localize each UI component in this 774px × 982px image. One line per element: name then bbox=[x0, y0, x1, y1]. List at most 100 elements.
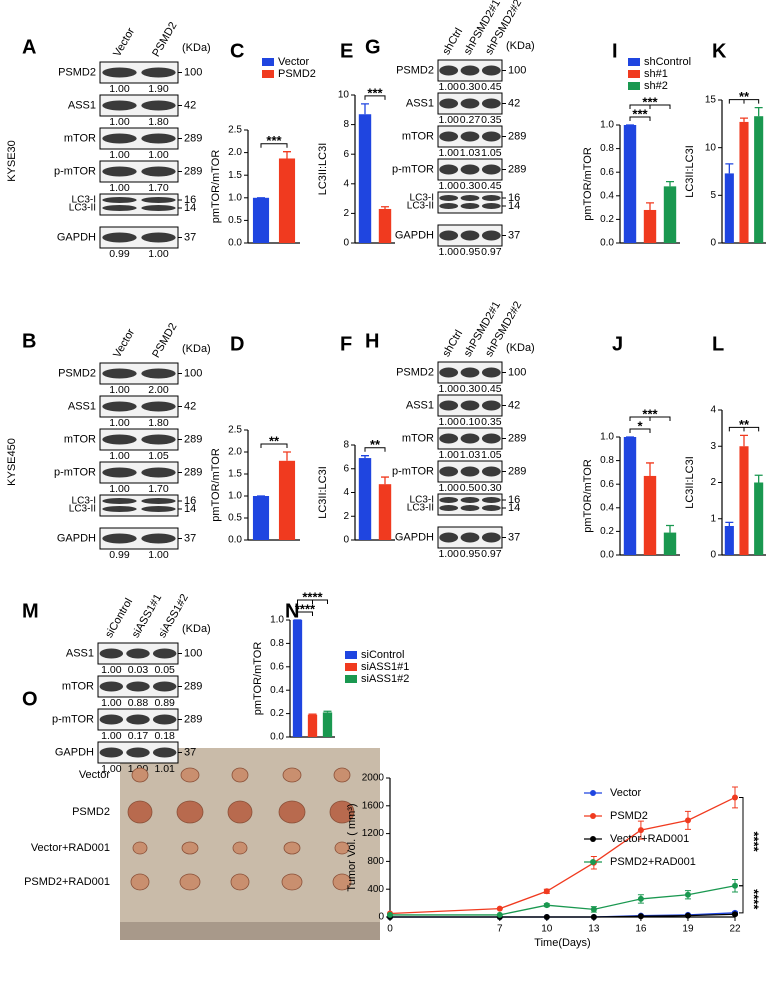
protein-label: ASS1 bbox=[406, 97, 434, 109]
tumor bbox=[130, 873, 150, 891]
band bbox=[141, 197, 176, 203]
group-label: PSMD2 bbox=[72, 806, 110, 818]
band bbox=[141, 498, 176, 504]
cell-line-label: KYSE450 bbox=[6, 438, 18, 486]
panel-label: H bbox=[365, 330, 379, 352]
quantification: 1.00 bbox=[148, 248, 169, 260]
panel-label: C bbox=[230, 40, 244, 62]
quantification: 0.18 bbox=[154, 730, 175, 742]
kda-label: 37 bbox=[508, 531, 520, 543]
data-point bbox=[637, 827, 644, 834]
y-axis-label: Tumor Vol. ( mm³) bbox=[346, 803, 358, 891]
significance-label: ** bbox=[370, 437, 381, 452]
legend-label: sh#2 bbox=[644, 80, 668, 92]
x-tick-label: 10 bbox=[541, 924, 553, 935]
quantification: 0.50 bbox=[460, 482, 481, 494]
y-tick-label: 2.5 bbox=[228, 425, 242, 436]
band bbox=[439, 433, 459, 444]
data-point bbox=[684, 817, 691, 824]
error-bar bbox=[283, 451, 291, 461]
x-tick-label: 16 bbox=[635, 924, 647, 935]
error-bar bbox=[381, 476, 389, 485]
bar bbox=[663, 532, 677, 555]
significance-label: * bbox=[637, 418, 643, 433]
band bbox=[99, 714, 124, 725]
kda-label: 100 bbox=[184, 66, 202, 78]
band bbox=[481, 497, 501, 503]
y-axis-label: pmTOR/mTOR bbox=[210, 448, 222, 522]
y-tick-label: 1.0 bbox=[600, 120, 614, 131]
quantification: 0.97 bbox=[481, 246, 502, 258]
bar bbox=[278, 460, 296, 540]
legend-swatch bbox=[262, 70, 274, 78]
quantification: 1.00 bbox=[101, 730, 122, 742]
y-tick-label: 0.5 bbox=[228, 513, 242, 524]
quantification: 1.01 bbox=[154, 763, 175, 775]
band bbox=[141, 506, 176, 512]
kda-label: 289 bbox=[184, 713, 202, 725]
x-axis-label: Time(Days) bbox=[534, 937, 590, 949]
quantification: 1.00 bbox=[109, 182, 130, 194]
y-tick-label: 10 bbox=[705, 142, 717, 153]
legend-marker bbox=[590, 859, 596, 865]
significance-bracket bbox=[629, 428, 651, 433]
bar bbox=[278, 158, 296, 243]
quantification: 0.97 bbox=[481, 548, 502, 560]
band bbox=[460, 65, 480, 76]
lane-label: Vector bbox=[111, 26, 137, 59]
y-axis-label: pmTOR/mTOR bbox=[252, 642, 264, 716]
kda-label: 14 bbox=[184, 503, 196, 515]
bar bbox=[643, 475, 657, 555]
tumor bbox=[332, 873, 352, 891]
significance-bracket bbox=[728, 99, 760, 104]
legend-label: Vector+RAD001 bbox=[610, 833, 689, 845]
kda-label: 42 bbox=[508, 399, 520, 411]
tumor bbox=[232, 841, 248, 855]
ruler bbox=[120, 922, 380, 940]
band bbox=[439, 65, 459, 76]
band bbox=[481, 532, 501, 543]
quantification: 1.00 bbox=[109, 384, 130, 396]
blot-frame bbox=[99, 193, 179, 216]
quantification: 1.00 bbox=[438, 416, 459, 428]
group-label: PSMD2+RAD001 bbox=[24, 876, 110, 888]
quantification: 0.35 bbox=[481, 416, 502, 428]
tumor bbox=[132, 841, 148, 855]
significance-bracket bbox=[364, 95, 386, 100]
data-point bbox=[732, 794, 738, 801]
y-tick-label: 3 bbox=[710, 441, 716, 452]
error-bar bbox=[361, 455, 369, 459]
panel-label: L bbox=[712, 333, 724, 355]
band bbox=[481, 164, 501, 175]
tumor bbox=[282, 767, 302, 783]
legend-label: siASS1#2 bbox=[361, 673, 409, 685]
significance-label: *** bbox=[642, 94, 658, 109]
y-tick-label: 8 bbox=[343, 440, 349, 451]
quantification: 1.00 bbox=[438, 383, 459, 395]
band bbox=[141, 368, 176, 379]
data-point bbox=[684, 891, 691, 898]
significance-bracket bbox=[739, 885, 744, 914]
x-tick-label: 7 bbox=[497, 924, 503, 935]
error-bar bbox=[308, 713, 317, 715]
quantification: 0.30 bbox=[481, 482, 502, 494]
unit-label: (KDa) bbox=[182, 42, 211, 54]
legend-swatch bbox=[345, 663, 357, 671]
band bbox=[141, 205, 176, 211]
quantification: 1.00 bbox=[101, 697, 122, 709]
y-tick-label: 10 bbox=[338, 90, 350, 101]
data-point bbox=[590, 906, 597, 913]
significance-bracket bbox=[739, 796, 744, 887]
kda-label: 42 bbox=[184, 400, 196, 412]
data-point bbox=[543, 902, 550, 909]
protein-label: LC3-II bbox=[407, 503, 434, 514]
bar bbox=[307, 714, 318, 737]
band bbox=[460, 98, 480, 109]
quantification: 0.99 bbox=[109, 248, 130, 260]
data-point bbox=[637, 895, 644, 902]
quantification: 0.30 bbox=[460, 81, 481, 93]
band bbox=[102, 67, 137, 78]
significance-label: *** bbox=[632, 106, 648, 121]
band bbox=[460, 164, 480, 175]
y-tick-label: 15 bbox=[705, 95, 717, 106]
